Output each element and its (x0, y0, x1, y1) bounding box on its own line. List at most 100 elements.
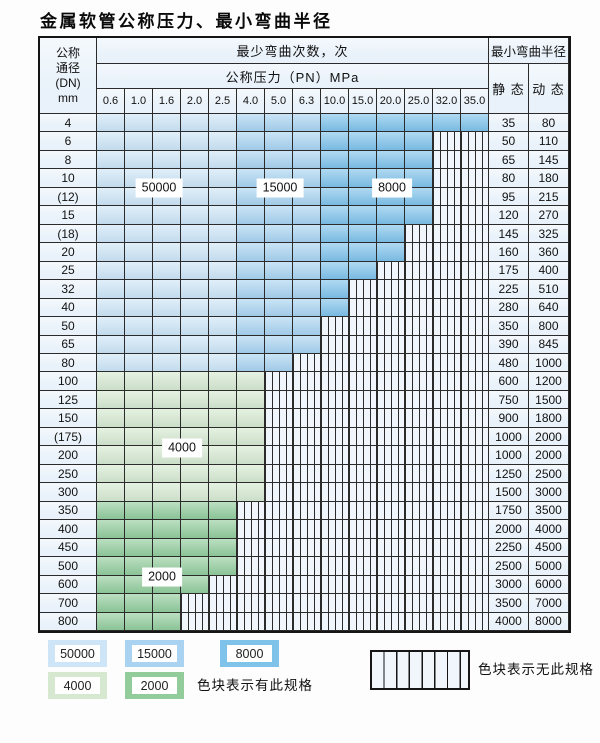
pressure-cell (181, 538, 209, 558)
pressure-cell (125, 132, 153, 151)
pressure-cell (321, 520, 349, 539)
pressure-cell (181, 372, 209, 391)
dn-header-line: mm (58, 90, 78, 105)
pressure-cell (293, 538, 321, 558)
pressure-cell (125, 594, 153, 613)
pressure-cell (321, 261, 349, 281)
dn-row-label: 25 (40, 261, 97, 281)
pressure-cell (181, 464, 209, 484)
static-radius-value: 50 (489, 132, 529, 151)
pressure-cell (209, 354, 237, 373)
pressure-cell (181, 427, 209, 447)
pressure-cell (125, 390, 153, 410)
pressure-cell (125, 335, 153, 355)
pressure-cell (209, 372, 237, 391)
pressure-cell (321, 206, 349, 225)
pressure-cell (153, 132, 181, 151)
pressure-cell (97, 114, 125, 133)
pressure-cell (349, 446, 377, 465)
pressure-cell (97, 243, 125, 262)
pressure-cell (265, 520, 293, 539)
pressure-cell (237, 575, 265, 595)
pressure-cell (209, 280, 237, 299)
pressure-cell (349, 187, 377, 207)
dn-row-label: 200 (40, 446, 97, 465)
pressure-cell (265, 132, 293, 151)
dn-row-label: 6 (40, 132, 97, 151)
pressure-cell (209, 575, 237, 595)
pressure-cell (377, 575, 405, 595)
pressure-cell (433, 538, 461, 558)
dynamic-radius-value: 1000 (529, 354, 569, 373)
pressure-cell (377, 520, 405, 539)
dn-row-label: (175) (40, 427, 97, 447)
pressure-cell (97, 483, 125, 502)
pressure-cell (321, 354, 349, 373)
pressure-cell (293, 169, 321, 188)
pressure-cell (433, 483, 461, 502)
static-radius-value: 390 (489, 335, 529, 355)
pressure-cell (377, 132, 405, 151)
pressure-cell (237, 187, 265, 207)
pressure-cell (181, 575, 209, 595)
pressure-cell (377, 169, 405, 188)
pressure-cell (461, 483, 489, 502)
pressure-tick: 1.0 (125, 89, 153, 114)
spec-table: 公称 通径 (DN) mm 最少弯曲次数，次 最小弯曲半径 公称压力（PN）MP… (38, 36, 571, 633)
pressure-cell (433, 187, 461, 207)
pressure-cell (125, 169, 153, 188)
pressure-cell (293, 483, 321, 502)
pressure-cell (209, 169, 237, 188)
pressure-cell (349, 335, 377, 355)
pressure-cell (461, 243, 489, 262)
pressure-cell (405, 612, 433, 631)
static-header: 静 态 (489, 64, 529, 114)
pressure-cell (125, 557, 153, 576)
pressure-cell (97, 206, 125, 225)
static-radius-value: 1250 (489, 464, 529, 484)
dn-row-label: 4 (40, 114, 97, 133)
pressure-cell (377, 483, 405, 502)
pressure-cell (265, 427, 293, 447)
pressure-cell (237, 335, 265, 355)
pressure-cell (181, 150, 209, 170)
pressure-cell (265, 169, 293, 188)
pressure-cell (153, 335, 181, 355)
pressure-cell (209, 557, 237, 576)
dn-row-label: 15 (40, 206, 97, 225)
pressure-cell (125, 409, 153, 428)
pressure-cell (321, 187, 349, 207)
pressure-cell (209, 409, 237, 428)
pressure-cell (377, 557, 405, 576)
pressure-cell (237, 483, 265, 502)
pressure-cell (97, 501, 125, 521)
pressure-cell (209, 298, 237, 318)
pressure-cell (377, 280, 405, 299)
pressure-cell (153, 114, 181, 133)
pressure-cell (461, 187, 489, 207)
radius-header: 最小弯曲半径 (489, 38, 569, 64)
pressure-cell (377, 612, 405, 631)
pressure-cell (461, 280, 489, 299)
pressure-cell (433, 575, 461, 595)
pressure-cell (237, 427, 265, 447)
pressure-cell (461, 594, 489, 613)
dynamic-radius-value: 3500 (529, 501, 569, 521)
static-radius-value: 2500 (489, 557, 529, 576)
pressure-cell (125, 298, 153, 318)
legend-swatch-label: 15000 (132, 645, 177, 662)
pressure-cell (377, 372, 405, 391)
pressure-cell (293, 409, 321, 428)
dn-row-label: 50 (40, 317, 97, 336)
pressure-cell (293, 612, 321, 631)
pressure-cell (377, 335, 405, 355)
pressure-cell (97, 132, 125, 151)
pressure-tick: 1.6 (153, 89, 181, 114)
pressure-cell (321, 114, 349, 133)
pressure-cell (405, 187, 433, 207)
dn-row-label: 80 (40, 354, 97, 373)
pressure-cell (405, 446, 433, 465)
pressure-cell (433, 612, 461, 631)
pressure-cell (461, 390, 489, 410)
dynamic-radius-value: 400 (529, 261, 569, 281)
